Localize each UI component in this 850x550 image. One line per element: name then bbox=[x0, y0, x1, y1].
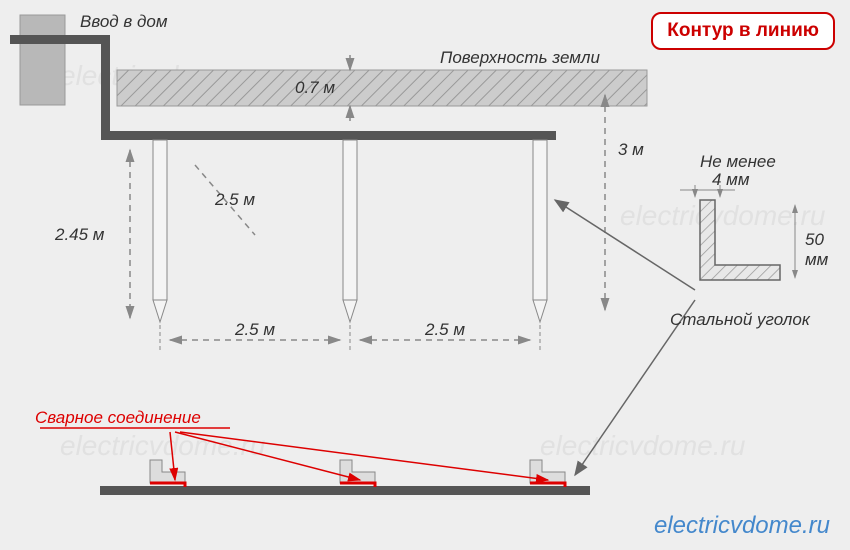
plan-angle-1 bbox=[150, 460, 185, 487]
label-angle-side: 50 мм bbox=[805, 230, 850, 270]
label-thickness: 4 мм bbox=[712, 170, 750, 190]
ground-surface bbox=[117, 70, 647, 106]
label-0.7m: 0.7 м bbox=[295, 78, 335, 98]
label-ground-surface: Поверхность земли bbox=[440, 48, 600, 68]
house-wall bbox=[20, 15, 65, 105]
weld-line-2 bbox=[175, 432, 360, 480]
label-2.5m-len: 2.5 м bbox=[215, 190, 255, 210]
callout-angle-1 bbox=[555, 200, 695, 290]
label-entry: Ввод в дом bbox=[80, 12, 168, 32]
diagram-svg bbox=[0, 0, 850, 550]
label-2.45m: 2.45 м bbox=[55, 225, 104, 245]
watermark-footer: electricvdome.ru bbox=[654, 512, 830, 540]
label-3m: 3 м bbox=[618, 140, 644, 160]
electrode-2 bbox=[343, 140, 357, 322]
entry-cable-h bbox=[10, 35, 110, 44]
electrode-1 bbox=[153, 140, 167, 322]
entry-cable-v bbox=[101, 35, 110, 140]
label-thickness-pre: Не менее bbox=[700, 152, 776, 172]
plan-angle-3 bbox=[530, 460, 565, 487]
plan-angle-2 bbox=[340, 460, 375, 487]
steel-angle-detail bbox=[680, 185, 795, 280]
title-box: Контур в линию bbox=[651, 12, 835, 50]
electrode-3 bbox=[533, 140, 547, 322]
label-spacing1: 2.5 м bbox=[235, 320, 275, 340]
bus-bar bbox=[101, 131, 556, 140]
label-weld: Сварное соединение bbox=[35, 408, 201, 428]
label-spacing2: 2.5 м bbox=[425, 320, 465, 340]
plan-bus bbox=[100, 486, 590, 495]
label-angle-name: Стальной уголок bbox=[670, 310, 810, 330]
